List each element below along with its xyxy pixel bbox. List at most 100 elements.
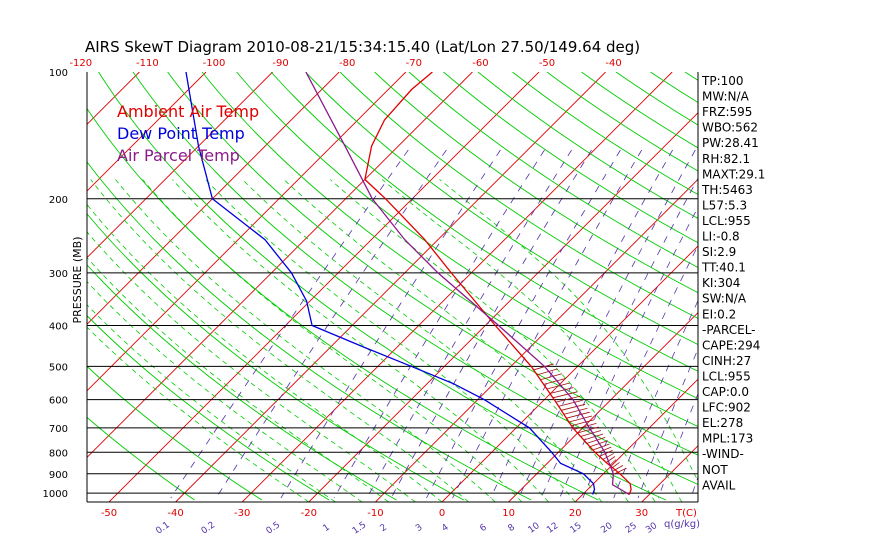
mixing-ratio-line [540,177,698,499]
cape-hatch [606,456,616,463]
top-temp-tick-label: -100 [203,58,226,69]
dry-adiabat [98,72,666,501]
dry-adiabat [408,72,698,269]
cape-hatch [555,395,581,403]
index-value: CAPE:294 [702,338,760,352]
pressure-tick-label: 600 [49,396,68,407]
isotherm-line [441,245,698,502]
dry-adiabat [132,72,698,485]
cape-hatch [568,415,593,423]
moist-adiabat [283,179,629,502]
index-value: EL:278 [702,416,743,430]
chart-title: AIRS SkewT Diagram 2010-08-21/15:34:15.4… [85,38,640,56]
dry-adiabat [789,72,870,500]
mixing-ratio-line [518,149,696,499]
index-value: FRZ:595 [702,105,752,119]
dry-adiabat [374,72,698,294]
cape-hatch [571,419,595,427]
index-value: TT:40.1 [701,261,746,275]
dry-adiabat [87,213,465,501]
dry-adiabat [167,72,698,456]
dry-adiabat [305,72,698,346]
mixing-ratio-label: 6 [478,522,489,534]
cape-hatch [546,382,570,390]
index-value: LCL:955 [702,369,751,383]
cape-hatch [586,436,606,444]
mixing-ratio-label: 15 [569,521,584,536]
index-value: TH:5463 [701,183,753,197]
moist-adiabat [142,179,523,502]
mixing-ratio-line [452,149,643,499]
top-temp-tick-label: -80 [339,58,355,69]
bottom-temp-tick-label: -40 [167,508,183,519]
legend: Ambient Air Temp Dew Point Temp Air Parcel… [117,102,259,165]
dry-adiabat [823,72,870,500]
isotherm-line [508,311,698,502]
bottom-temp-tick-label: 0 [439,508,445,519]
dry-adiabat [236,72,698,400]
pressure-tick-label: 400 [49,322,68,333]
cape-hatch [552,391,578,399]
cape-hatch [613,467,627,475]
temp-unit-label: T(C) [675,508,697,519]
moist-adiabat [87,203,443,502]
moist-adiabat [205,179,576,502]
moist-adiabat [90,179,469,502]
mixing-ratio-unit-label: q(g/kg) [664,519,700,530]
isotherm-line [87,72,473,459]
index-value: TP:100 [701,74,744,88]
mixing-ratio-label: 30 [644,521,659,536]
dew-point-temp-line [185,72,596,495]
isotherm-line [308,112,698,502]
pressure-tick-label: 100 [49,68,68,79]
dry-adiabat [201,72,698,428]
dry-adiabat [754,72,870,500]
index-value: AVAIL [702,478,736,492]
mixing-ratio-label: 1.5 [351,520,368,536]
bottom-temp-tick-label: -30 [234,508,250,519]
cape-hatch [580,430,602,437]
cape-hatch [602,453,614,460]
mixing-ratio-label: 25 [624,521,639,536]
bottom-temp-tick-label: 30 [635,508,648,519]
top-temp-tick-label: -50 [539,58,555,69]
moist-adiabat [87,231,416,502]
cape-hatch [574,423,597,430]
cape-hatch [561,403,586,411]
bottom-temp-tick-label: -10 [367,508,383,519]
index-value: -WIND- [702,447,744,461]
dry-adiabat [581,72,698,149]
mixing-ratio-label: 8 [507,522,518,534]
cape-hatch [563,407,588,415]
dry-adiabat [270,72,698,372]
mixing-ratio-label: 20 [599,521,614,536]
bottom-temp-tick-label: -50 [101,508,117,519]
mixing-ratio-line [490,149,673,499]
index-value: MW:N/A [702,90,750,104]
mixing-ratio-line [366,149,572,499]
cape-hatch [583,433,604,441]
isotherm-line [574,378,698,502]
ambient-air-temp-line [364,72,632,495]
dry-adiabat [477,72,698,219]
legend-item: Ambient Air Temp [117,102,259,121]
isotherm-line [87,72,273,259]
pressure-tick-label: 700 [49,424,68,435]
moist-adiabat [172,179,549,502]
index-value: -PARCEL- [702,323,756,337]
index-value: L57:5.3 [702,198,747,212]
top-temp-tick-label: -70 [406,58,422,69]
index-value: LCL:955 [702,214,751,228]
index-value: MPL:173 [702,432,753,446]
moist-adiabat [87,304,336,502]
pressure-tick-label: 800 [49,448,68,459]
mixing-ratio-label: 0.1 [154,520,171,536]
dry-adiabat [87,264,397,501]
dry-adiabat [87,365,263,501]
y-axis-label: PRESSURE (MB) [71,237,84,324]
grid-layer [87,72,870,502]
cape-hatch [612,465,624,472]
moist-adiabat [87,256,389,502]
isotherm-line [241,72,673,502]
